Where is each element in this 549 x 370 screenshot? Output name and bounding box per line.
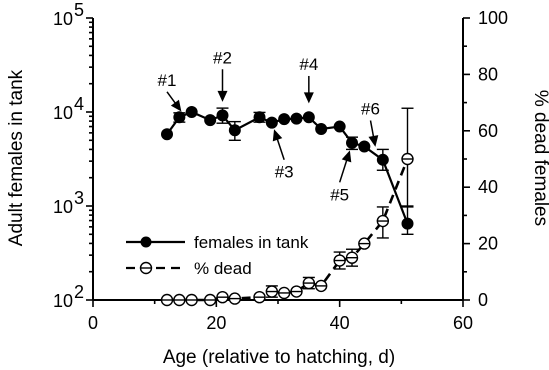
x-tick-label: 40: [330, 313, 350, 333]
data-point: [173, 111, 186, 124]
legend: females in tank % dead: [126, 233, 309, 278]
x-tick-label: 60: [453, 313, 473, 333]
y-right-tick-label: 40: [478, 177, 498, 197]
data-point: [278, 113, 291, 126]
annotation-2: #2: [213, 48, 232, 102]
annotation-arrow-head: [303, 92, 314, 104]
legend-label: females in tank: [194, 233, 309, 252]
x-tick-label: 0: [88, 313, 98, 333]
y-left-tick-label: 10: [53, 197, 73, 217]
annotation-label: #3: [275, 163, 294, 182]
annotation-4: #4: [299, 55, 318, 104]
annotation-5: #5: [330, 150, 352, 204]
annotation-label: #6: [361, 100, 380, 119]
annotation-arrow-shaft: [369, 120, 375, 140]
y-left-tick-exponent: 4: [74, 94, 84, 114]
y-left-tick-exponent: 5: [74, 0, 84, 20]
series-females-in-tank: [161, 106, 414, 235]
annotation-label: #5: [330, 185, 349, 204]
legend-marker: [140, 236, 152, 248]
y-right-tick-label: 100: [478, 8, 508, 28]
data-point: [204, 114, 217, 127]
data-point: [290, 112, 303, 125]
data-point: [161, 128, 173, 141]
data-point: [216, 109, 229, 122]
data-point: [333, 120, 346, 133]
data-point: [315, 122, 328, 135]
annotation-arrow-head: [368, 135, 379, 147]
series-layer: [160, 106, 414, 307]
annotation-label: #1: [158, 71, 177, 90]
annotation-1: #1: [158, 71, 182, 112]
legend-label: % dead: [194, 259, 252, 278]
legend-entry: % dead: [126, 259, 252, 278]
data-point: [302, 111, 315, 124]
y-left-tick-label: 10: [53, 9, 73, 29]
annotation-arrow-head: [272, 129, 283, 142]
data-point: [376, 153, 389, 166]
x-axis-label: Age (relative to hatching, d): [163, 347, 395, 368]
y-left-tick-label: 10: [53, 103, 73, 123]
annotation-arrow-head: [170, 99, 182, 112]
y-left-tick-label: 10: [53, 291, 73, 311]
y-right-tick-label: 60: [478, 121, 498, 141]
data-point: [228, 124, 241, 137]
data-point: [358, 140, 371, 153]
annotation-arrow-shaft: [338, 157, 349, 183]
annotation-label: #2: [213, 48, 232, 67]
y-left-tick-exponent: 3: [74, 188, 84, 208]
y-right-tick-label: 80: [478, 64, 498, 84]
y-right-tick-label: 0: [478, 290, 488, 310]
annotation-3: #3: [272, 129, 294, 182]
data-point: [346, 136, 358, 149]
data-point: [253, 111, 266, 124]
annotation-arrow-head: [217, 90, 228, 102]
annotation-label: #4: [299, 55, 318, 74]
y-axis-right-label: % dead females: [530, 90, 549, 226]
y-left-tick-exponent: 2: [74, 282, 84, 302]
legend-entry: females in tank: [126, 233, 309, 252]
series-percent-dead: [160, 107, 414, 307]
y-axis-left-label: Adult females in tank: [6, 69, 27, 246]
y-right-tick-label: 20: [478, 234, 498, 254]
data-point: [401, 217, 414, 230]
annotation-arrow-shaft: [275, 136, 285, 160]
annotation-arrow-head: [341, 150, 352, 163]
annotation-layer: #1 #2 #3 #4 #5 #6: [158, 48, 380, 204]
data-point: [265, 116, 278, 129]
data-point: [185, 106, 198, 118]
x-tick-label: 20: [206, 313, 226, 333]
annotation-6: #6: [361, 100, 380, 147]
